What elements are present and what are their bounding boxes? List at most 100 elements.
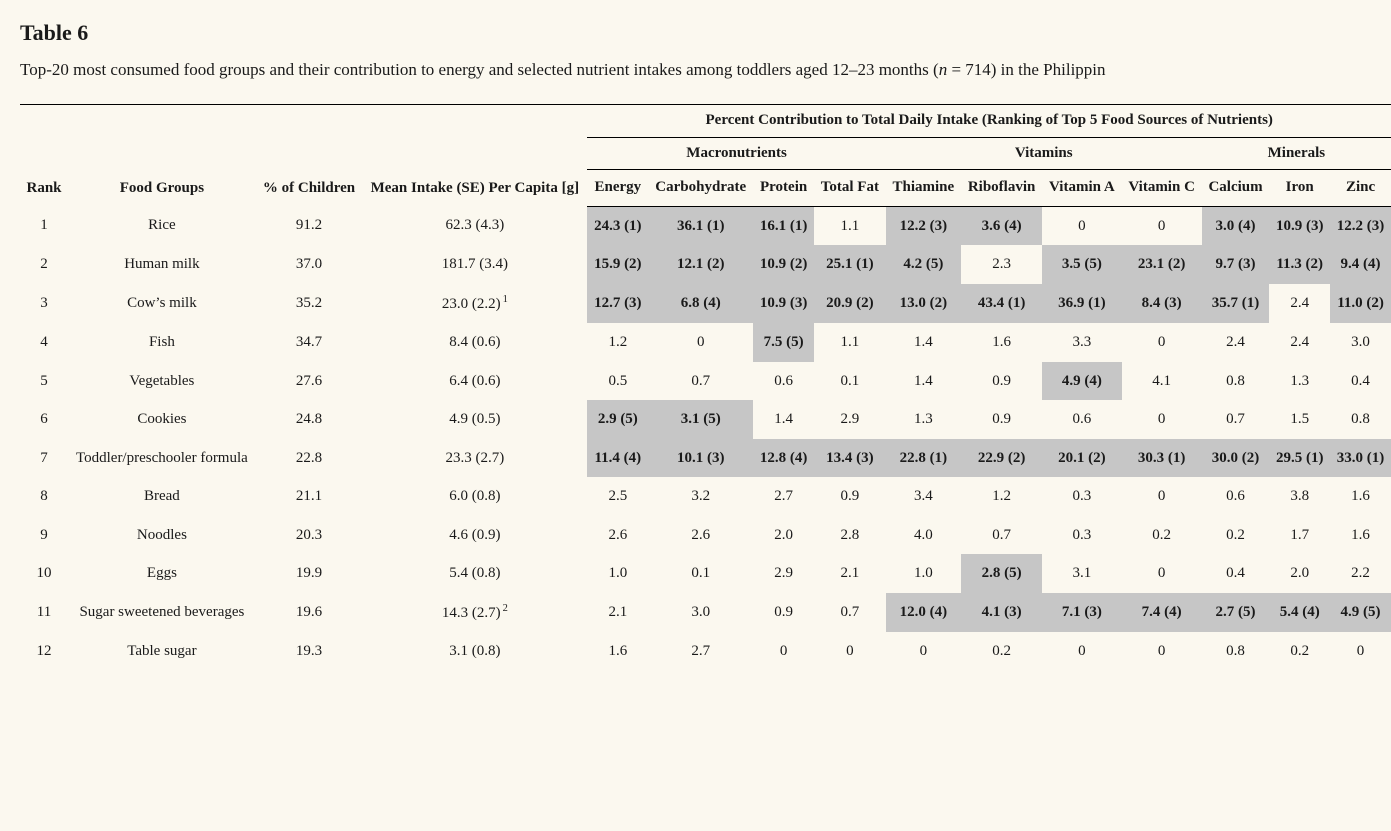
table-title: Table 6 xyxy=(20,20,1391,46)
cell-value: 0.1 xyxy=(814,362,886,401)
cell-value: 0.2 xyxy=(1202,516,1270,555)
cell-value: 0.9 xyxy=(961,362,1042,401)
cell-pct: 91.2 xyxy=(256,206,362,245)
cell-intake: 23.3 (2.7) xyxy=(362,439,587,478)
cell-intake: 14.3 (2.7)2 xyxy=(362,593,587,633)
cell-value: 2.9 (5) xyxy=(587,400,648,439)
cell-pct: 24.8 xyxy=(256,400,362,439)
col-iron: Iron xyxy=(1269,170,1330,207)
cell-value: 9.7 (3) xyxy=(1202,245,1270,284)
col-thia: Thiamine xyxy=(886,170,961,207)
cell-food: Eggs xyxy=(68,554,256,593)
cell-food: Cookies xyxy=(68,400,256,439)
cell-rank: 6 xyxy=(20,400,68,439)
cell-value: 2.1 xyxy=(587,593,648,633)
cell-value: 2.9 xyxy=(753,554,814,593)
col-rank: Rank xyxy=(20,105,68,207)
cell-intake: 5.4 (0.8) xyxy=(362,554,587,593)
cell-intake: 6.0 (0.8) xyxy=(362,477,587,516)
col-fat: Total Fat xyxy=(814,170,886,207)
cell-value: 0.7 xyxy=(1202,400,1270,439)
cell-pct: 19.9 xyxy=(256,554,362,593)
cell-value: 10.9 (3) xyxy=(753,284,814,324)
cell-value: 0.7 xyxy=(814,593,886,633)
table-row: 7Toddler/preschooler formula22.823.3 (2.… xyxy=(20,439,1391,478)
cell-rank: 12 xyxy=(20,632,68,671)
cell-value: 3.6 (4) xyxy=(961,206,1042,245)
cell-pct: 37.0 xyxy=(256,245,362,284)
cell-rank: 4 xyxy=(20,323,68,362)
cell-value: 1.2 xyxy=(961,477,1042,516)
cell-value: 0.9 xyxy=(753,593,814,633)
cell-value: 0.4 xyxy=(1202,554,1270,593)
cell-intake: 181.7 (3.4) xyxy=(362,245,587,284)
cell-value: 24.3 (1) xyxy=(587,206,648,245)
cell-value: 30.0 (2) xyxy=(1202,439,1270,478)
col-pct: % of Children xyxy=(256,105,362,207)
cell-value: 2.0 xyxy=(753,516,814,555)
cell-intake: 8.4 (0.6) xyxy=(362,323,587,362)
cell-value: 0.1 xyxy=(648,554,753,593)
cell-value: 36.1 (1) xyxy=(648,206,753,245)
cell-value: 7.1 (3) xyxy=(1042,593,1121,633)
cell-value: 0 xyxy=(814,632,886,671)
cell-value: 0.7 xyxy=(961,516,1042,555)
cell-value: 1.7 xyxy=(1269,516,1330,555)
cell-value: 0.6 xyxy=(1202,477,1270,516)
col-ribo: Riboflavin xyxy=(961,170,1042,207)
cell-value: 0 xyxy=(753,632,814,671)
cell-food: Vegetables xyxy=(68,362,256,401)
table-row: 10Eggs19.95.4 (0.8)1.00.12.92.11.02.8 (5… xyxy=(20,554,1391,593)
cell-value: 2.5 xyxy=(587,477,648,516)
cell-value: 0.5 xyxy=(587,362,648,401)
table-row: 3Cow’s milk35.223.0 (2.2)112.7 (3)6.8 (4… xyxy=(20,284,1391,324)
cell-value: 35.7 (1) xyxy=(1202,284,1270,324)
cell-value: 0 xyxy=(1122,323,1202,362)
table-row: 1Rice91.262.3 (4.3)24.3 (1)36.1 (1)16.1 … xyxy=(20,206,1391,245)
cell-food: Table sugar xyxy=(68,632,256,671)
cell-value: 30.3 (1) xyxy=(1122,439,1202,478)
table-caption: Top-20 most consumed food groups and the… xyxy=(20,60,1391,80)
cell-value: 0 xyxy=(1330,632,1391,671)
cell-value: 3.8 xyxy=(1269,477,1330,516)
cell-value: 1.6 xyxy=(961,323,1042,362)
cell-intake: 4.6 (0.9) xyxy=(362,516,587,555)
cell-value: 9.4 (4) xyxy=(1330,245,1391,284)
cell-value: 12.1 (2) xyxy=(648,245,753,284)
col-energy: Energy xyxy=(587,170,648,207)
cell-rank: 8 xyxy=(20,477,68,516)
cell-value: 33.0 (1) xyxy=(1330,439,1391,478)
cell-value: 4.9 (5) xyxy=(1330,593,1391,633)
cell-value: 0.7 xyxy=(648,362,753,401)
cell-value: 2.7 xyxy=(753,477,814,516)
cell-value: 11.0 (2) xyxy=(1330,284,1391,324)
cell-value: 2.4 xyxy=(1269,284,1330,324)
cell-value: 22.8 (1) xyxy=(886,439,961,478)
cell-value: 11.4 (4) xyxy=(587,439,648,478)
cell-value: 2.7 (5) xyxy=(1202,593,1270,633)
cell-value: 20.1 (2) xyxy=(1042,439,1121,478)
cell-value: 0.9 xyxy=(961,400,1042,439)
cell-value: 12.2 (3) xyxy=(1330,206,1391,245)
group-macro: Macronutrients xyxy=(587,137,885,170)
cell-value: 2.1 xyxy=(814,554,886,593)
cell-value: 2.4 xyxy=(1202,323,1270,362)
table-row: 5Vegetables27.66.4 (0.6)0.50.70.60.11.40… xyxy=(20,362,1391,401)
cell-value: 2.9 xyxy=(814,400,886,439)
cell-value: 1.4 xyxy=(886,323,961,362)
cell-value: 0.6 xyxy=(1042,400,1121,439)
cell-value: 4.1 xyxy=(1122,362,1202,401)
cell-pct: 35.2 xyxy=(256,284,362,324)
cell-rank: 2 xyxy=(20,245,68,284)
cell-food: Noodles xyxy=(68,516,256,555)
cell-value: 1.0 xyxy=(587,554,648,593)
footnote-marker: 1 xyxy=(503,294,508,305)
cell-value: 22.9 (2) xyxy=(961,439,1042,478)
cell-value: 8.4 (3) xyxy=(1122,284,1202,324)
col-carb: Carbohydrate xyxy=(648,170,753,207)
cell-value: 2.3 xyxy=(961,245,1042,284)
cell-value: 2.8 xyxy=(814,516,886,555)
cell-intake: 62.3 (4.3) xyxy=(362,206,587,245)
cell-value: 3.1 xyxy=(1042,554,1121,593)
table-row: 8Bread21.16.0 (0.8)2.53.22.70.93.41.20.3… xyxy=(20,477,1391,516)
